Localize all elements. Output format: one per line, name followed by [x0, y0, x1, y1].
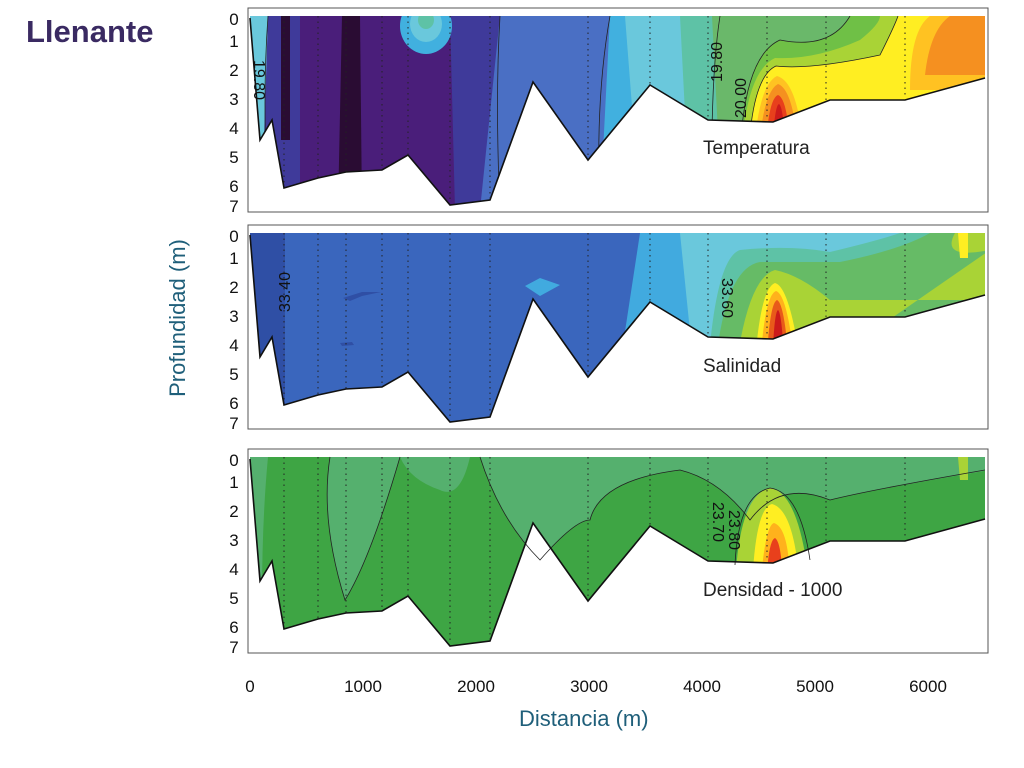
dens-contour-1: [326, 456, 401, 601]
dens-contour-label-1: 23.80: [725, 510, 742, 550]
dens-panel-label: Densidad - 1000: [703, 580, 842, 601]
x-tick-2: 2000: [457, 677, 495, 696]
dens-contour-2: [479, 456, 986, 561]
salinity-bottom-line: [249, 234, 986, 423]
temp-band-dark-left: [281, 16, 290, 140]
sal-y-tick-2: 2: [229, 278, 238, 297]
sal-y-tick-5: 5: [229, 365, 238, 384]
temp-band-dark-core: [338, 16, 362, 205]
x-tick-6: 6000: [909, 677, 947, 696]
sal-blob-cyan: [525, 278, 560, 296]
temp-y-tick-1: 1: [229, 32, 238, 51]
temp-contour-label-3: 20.00: [733, 78, 750, 118]
dens-band-light-2: [400, 457, 470, 492]
sal-y-tick-6: 6: [229, 394, 238, 413]
sal-y-tick-0: 0: [229, 227, 238, 246]
slide-title: Llenante: [26, 14, 154, 49]
dens-y-tick-6: 6: [229, 618, 238, 637]
sal-y-tick-4: 4: [229, 336, 238, 355]
temp-y-tick-5: 5: [229, 148, 238, 167]
dens-y-tick-0: 0: [229, 451, 238, 470]
temp-y-tick-6: 6: [229, 177, 238, 196]
x-tick-4: 4000: [683, 677, 721, 696]
sal-y-tick-7: 7: [229, 414, 238, 433]
x-tick-5: 5000: [796, 677, 834, 696]
density-stations: [283, 457, 906, 644]
temp-y-tick-3: 3: [229, 90, 238, 109]
sal-thin-streak-2: [340, 342, 354, 346]
dens-contour-3: [734, 487, 811, 566]
temp-y-tick-4: 4: [229, 119, 238, 138]
dens-band-light-3: [480, 457, 985, 560]
dens-y-tick-1: 1: [229, 473, 238, 492]
sal-band-yellow-right: [958, 233, 968, 258]
temp-y-tick-7: 7: [229, 197, 238, 216]
dens-y-tick-2: 2: [229, 502, 238, 521]
sal-thin-streak-1: [343, 292, 381, 301]
temp-y-tick-0: 0: [229, 10, 238, 29]
x-tick-1: 1000: [344, 677, 382, 696]
sal-panel-label: Salinidad: [703, 356, 781, 377]
dens-y-tick-3: 3: [229, 531, 238, 550]
temp-band-orange-right: [925, 16, 985, 75]
dens-contour-label-2: 23.70: [709, 502, 726, 542]
temperature-panel: 0 1 2 3 4 5 6 7 Temperatura 19.80 19.80 …: [229, 7, 989, 216]
temp-contour-label-1: 19.80: [250, 60, 267, 100]
sal-y-tick-3: 3: [229, 307, 238, 326]
dens-band-light-1: [327, 457, 400, 600]
sal-contour-label-1: 33.40: [277, 272, 294, 312]
temp-band-violet: [300, 16, 455, 205]
sal-contour-label-2: 33.60: [718, 278, 735, 318]
x-axis-label: Distancia (m): [519, 706, 649, 731]
dens-y-tick-7: 7: [229, 638, 238, 657]
salinity-stations: [283, 233, 906, 420]
sal-y-tick-1: 1: [229, 249, 238, 268]
density-bottom-line: [249, 458, 986, 647]
temp-y-tick-2: 2: [229, 61, 238, 80]
salinity-panel: 0 1 2 3 4 5 6 7 Salinidad 33.40 33.60: [229, 224, 989, 433]
temp-blob-green: [418, 16, 434, 29]
temperature-bottom-line: [249, 17, 986, 206]
temperature-stations: [283, 16, 906, 203]
x-axis: 0 1000 2000 3000 4000 5000 6000: [245, 677, 947, 696]
dens-y-tick-4: 4: [229, 560, 238, 579]
x-tick-3: 3000: [570, 677, 608, 696]
dens-y-tick-5: 5: [229, 589, 238, 608]
density-panel: 0 1 2 3 4 5 6 7 Densidad - 1000 23.80 23…: [229, 448, 989, 657]
temp-contour-label-2: 19.80: [709, 42, 726, 82]
x-tick-0: 0: [245, 677, 254, 696]
temp-panel-label: Temperatura: [703, 138, 810, 159]
